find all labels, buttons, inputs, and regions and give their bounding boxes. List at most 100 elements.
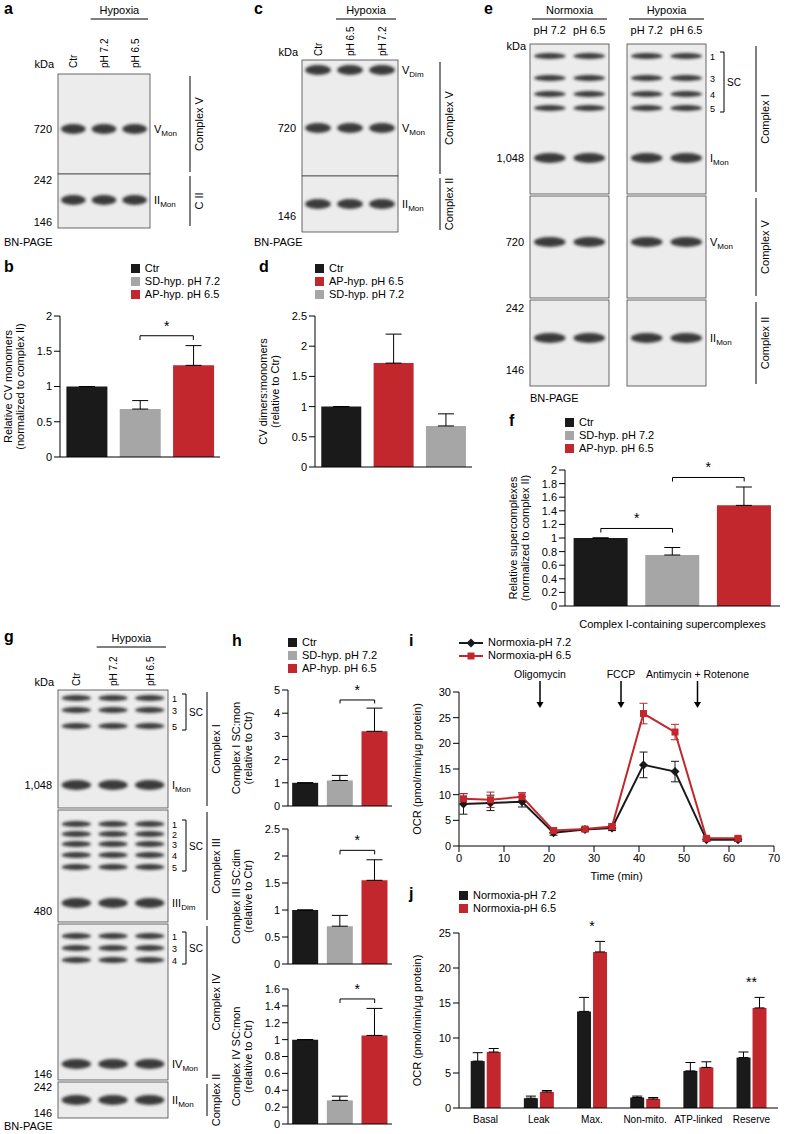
svg-text:5: 5 (445, 814, 451, 826)
svg-text:d: d (259, 258, 269, 275)
svg-text:5: 5 (172, 863, 177, 873)
svg-text:*: * (355, 832, 361, 848)
svg-text:pH 7.2: pH 7.2 (631, 24, 663, 36)
svg-text:IIIDim: IIIDim (172, 897, 196, 912)
svg-text:146: 146 (506, 364, 524, 376)
svg-text:Complex IV SC:mon(relative to: Complex IV SC:mon(relative to Ctr) (230, 1007, 254, 1107)
svg-text:BN-PAGE: BN-PAGE (530, 392, 579, 404)
svg-text:Complex II: Complex II (210, 1074, 222, 1127)
svg-text:5: 5 (274, 684, 280, 696)
svg-text:pH 6.5: pH 6.5 (145, 656, 156, 686)
svg-text:0: 0 (445, 840, 451, 852)
svg-text:146: 146 (34, 1068, 52, 1080)
svg-text:2: 2 (274, 754, 280, 766)
svg-text:*: * (164, 318, 170, 334)
svg-text:Complex III: Complex III (210, 838, 222, 894)
svg-text:Complex I-containing supercomp: Complex I-containing supercomplexes (579, 618, 766, 630)
svg-text:1.6: 1.6 (265, 983, 280, 995)
svg-text:0.6: 0.6 (265, 1067, 280, 1079)
svg-text:1: 1 (46, 380, 52, 392)
svg-text:0: 0 (274, 1118, 280, 1130)
svg-text:IVMon: IVMon (172, 1058, 198, 1073)
svg-text:IIMon: IIMon (154, 194, 176, 209)
svg-text:**: ** (746, 974, 757, 990)
svg-text:0.8: 0.8 (542, 546, 557, 558)
svg-text:0: 0 (445, 1102, 451, 1114)
svg-text:g: g (4, 628, 14, 645)
svg-text:pH 7.2: pH 7.2 (534, 24, 566, 36)
svg-text:*: * (634, 510, 640, 526)
svg-text:50: 50 (678, 852, 690, 864)
svg-text:0: 0 (274, 800, 280, 812)
svg-text:kDa: kDa (34, 58, 54, 70)
svg-text:Ctr: Ctr (71, 672, 82, 686)
svg-text:SC: SC (189, 707, 203, 718)
svg-text:j: j (408, 885, 413, 902)
svg-text:e: e (484, 0, 493, 17)
svg-text:242: 242 (34, 1081, 52, 1093)
svg-text:Hypoxia: Hypoxia (111, 632, 152, 644)
svg-text:h: h (232, 632, 242, 649)
svg-text:Complex V: Complex V (193, 96, 205, 150)
svg-text:2.5: 2.5 (292, 310, 307, 322)
svg-text:*: * (706, 459, 712, 475)
svg-text:Hypoxia: Hypoxia (647, 4, 688, 16)
svg-text:146: 146 (34, 216, 52, 228)
svg-text:3: 3 (710, 74, 715, 84)
svg-text:1.4: 1.4 (542, 505, 557, 517)
svg-text:0.5: 0.5 (265, 931, 280, 943)
svg-text:pH 6.5: pH 6.5 (130, 38, 141, 68)
svg-text:c: c (254, 0, 263, 17)
svg-text:Relative CV monomers(normalize: Relative CV monomers(normalized to compl… (2, 323, 26, 450)
svg-text:0: 0 (551, 600, 557, 612)
svg-text:0: 0 (456, 852, 462, 864)
svg-text:5: 5 (445, 1067, 451, 1079)
svg-text:f: f (509, 412, 515, 429)
svg-text:40: 40 (633, 852, 645, 864)
svg-text:IIMon: IIMon (710, 332, 732, 347)
svg-text:3: 3 (172, 944, 177, 954)
svg-text:1.5: 1.5 (37, 345, 52, 357)
svg-text:i: i (409, 632, 413, 649)
svg-text:1: 1 (551, 532, 557, 544)
svg-text:OCR (pmol/min/µg protein): OCR (pmol/min/µg protein) (411, 955, 423, 1087)
svg-text:0.4: 0.4 (265, 1084, 280, 1096)
svg-text:Complex I SC:mon(relative to C: Complex I SC:mon(relative to Ctr) (230, 702, 254, 794)
svg-text:0.2: 0.2 (542, 586, 557, 598)
svg-text:146: 146 (34, 1107, 52, 1119)
svg-text:SC: SC (727, 77, 741, 88)
svg-text:2: 2 (172, 830, 177, 840)
svg-text:1.5: 1.5 (292, 370, 307, 382)
svg-text:242: 242 (34, 174, 52, 186)
svg-text:30: 30 (439, 686, 451, 698)
svg-text:IMon: IMon (172, 779, 191, 794)
svg-text:Complex V: Complex V (443, 90, 455, 144)
svg-text:1: 1 (710, 52, 715, 62)
svg-text:CV dimers:monomers(relative to: CV dimers:monomers(relative to Ctr) (257, 338, 281, 445)
svg-text:0: 0 (46, 451, 52, 463)
svg-text:Reserve: Reserve (733, 1114, 771, 1125)
svg-text:60: 60 (723, 852, 735, 864)
svg-text:1.5: 1.5 (265, 877, 280, 889)
svg-text:70: 70 (768, 852, 780, 864)
svg-text:1: 1 (172, 932, 177, 942)
svg-text:a: a (4, 0, 13, 17)
svg-text:10: 10 (498, 852, 510, 864)
svg-text:Complex II: Complex II (759, 317, 771, 370)
svg-text:kDa: kDa (278, 46, 298, 58)
svg-text:1,048: 1,048 (496, 152, 524, 164)
svg-text:pH 6.5: pH 6.5 (670, 24, 702, 36)
svg-text:VMon: VMon (710, 236, 733, 251)
svg-text:pH 7.2: pH 7.2 (377, 26, 388, 56)
svg-text:25: 25 (439, 927, 451, 939)
svg-text:720: 720 (506, 236, 524, 248)
svg-text:BN-PAGE: BN-PAGE (254, 236, 303, 248)
svg-text:0.6: 0.6 (542, 559, 557, 571)
svg-text:*: * (589, 919, 595, 934)
svg-text:Hypoxia: Hypoxia (346, 4, 387, 16)
svg-text:1.8: 1.8 (542, 478, 557, 490)
svg-text:720: 720 (278, 122, 296, 134)
svg-text:Basal: Basal (473, 1114, 498, 1125)
svg-text:30: 30 (588, 852, 600, 864)
svg-text:kDa: kDa (506, 40, 526, 52)
